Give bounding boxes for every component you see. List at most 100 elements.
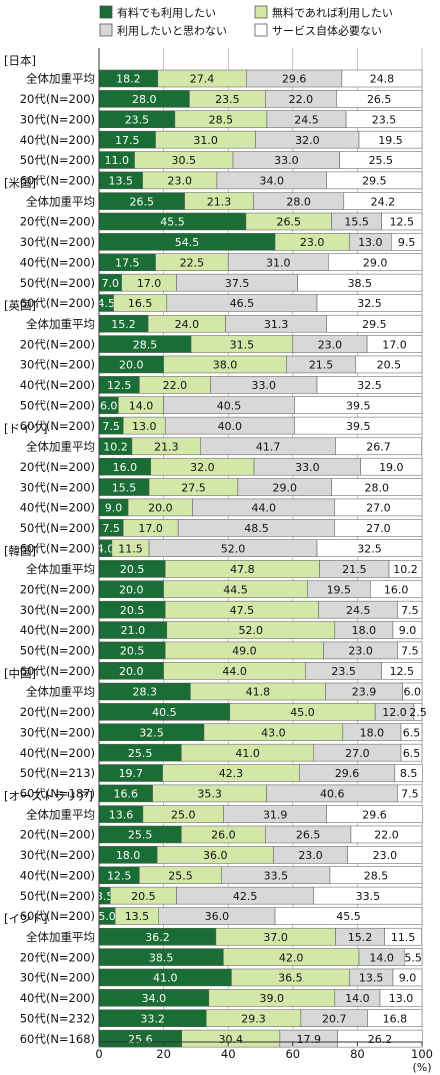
data-label: 34.0 [260, 175, 285, 188]
data-label: 33.0 [251, 379, 276, 392]
data-label: 7.0 [102, 277, 120, 290]
data-label: 13.5 [359, 972, 384, 985]
row-label: 50代(N=232) [20, 1011, 95, 1025]
data-label: 29.6 [282, 73, 307, 86]
row-label: 50代(N=200) [20, 521, 95, 535]
data-label: 12.5 [107, 869, 132, 882]
bar-segment [360, 457, 423, 476]
data-label: 16.6 [114, 788, 139, 801]
data-label: 30.4 [219, 1033, 244, 1046]
data-label: 32.5 [357, 542, 382, 555]
bar-segment [379, 989, 423, 1007]
bar-segment [403, 948, 423, 966]
row-label: 30代(N=200) [20, 112, 95, 126]
data-label: 26.5 [277, 216, 302, 229]
data-label: 32.5 [357, 297, 382, 310]
data-label: 20.5 [131, 890, 156, 903]
data-label: 41.7 [256, 441, 281, 454]
data-label: 31.0 [266, 256, 291, 269]
data-label: 19.0 [379, 461, 404, 474]
data-label: 47.5 [230, 604, 255, 617]
bar-segment [397, 600, 423, 619]
x-tick-label: 20 [156, 1047, 171, 1061]
data-label: 19.5 [327, 583, 352, 596]
legend-label-3: 利用したいと思わない [117, 25, 227, 38]
bar-segment [400, 743, 423, 762]
row-label: 40代(N=200) [20, 501, 95, 515]
bar-segment [334, 498, 423, 517]
bar-segment [337, 1029, 423, 1048]
bar-segment [297, 273, 423, 292]
row-label: 20代(N=200) [20, 337, 95, 351]
row-label: 30代(N=200) [20, 971, 95, 985]
bar-segment [326, 805, 423, 823]
data-label: 10.2 [393, 563, 418, 576]
row-label: 全体加重平均 [26, 930, 95, 944]
data-label: 26.5 [296, 829, 321, 842]
data-label: 27.0 [366, 502, 391, 515]
x-tick-label: 60 [285, 1047, 300, 1061]
bar-segment [335, 437, 422, 456]
row-label: 全体加重平均 [26, 685, 95, 699]
data-label: 23.5 [215, 93, 240, 106]
data-label: 12.5 [390, 665, 415, 678]
group-label-7: [オーストラリア] [4, 789, 93, 803]
row-label: 60代(N=200) [20, 541, 95, 555]
legend-label-2: 無料であれば利用したい [272, 6, 393, 20]
data-label: 18.0 [360, 726, 385, 739]
data-label: 20.5 [377, 359, 402, 372]
data-label: 23.0 [373, 849, 398, 862]
bar-segment [294, 416, 423, 435]
data-label: 17.0 [382, 338, 407, 351]
data-label: 20.5 [120, 645, 145, 658]
data-label: 26.0 [211, 829, 236, 842]
data-label: 16.0 [384, 583, 409, 596]
data-label: 2.5 [409, 706, 427, 719]
data-label: 23.0 [300, 236, 325, 249]
data-label: 21.3 [207, 195, 232, 208]
bar-segment [370, 580, 423, 599]
x-tick-label: 40 [221, 1047, 236, 1061]
data-label: 42.0 [279, 951, 304, 964]
data-label: 8.5 [400, 767, 418, 780]
data-label: 28.5 [133, 338, 158, 351]
group-label-3: [英国] [4, 299, 36, 313]
data-label: 28.0 [365, 481, 390, 494]
bar-segment [366, 335, 423, 353]
bar-segment [397, 641, 423, 660]
data-label: 45.5 [160, 216, 185, 229]
row-label: 30代(N=200) [20, 235, 95, 249]
data-label: 23.9 [352, 686, 377, 699]
data-label: 16.0 [113, 461, 138, 474]
data-label: 41.8 [246, 686, 271, 699]
row-label: 40代(N=200) [20, 378, 95, 392]
data-label: 17.5 [115, 134, 140, 147]
data-label: 17.9 [297, 1033, 322, 1046]
data-label: 9.5 [398, 236, 416, 249]
data-label: 12.5 [390, 216, 415, 229]
row-label: 20代(N=200) [20, 92, 95, 106]
row-label: 20代(N=200) [20, 215, 95, 229]
data-label: 13.0 [358, 236, 383, 249]
bar-segment [326, 314, 423, 333]
data-label: 25.5 [128, 747, 153, 760]
bar-segment [326, 171, 423, 190]
bar-segment [316, 294, 423, 312]
data-label: 26.7 [366, 441, 391, 454]
legend-swatch-4 [254, 23, 268, 37]
data-label: 6.0 [404, 686, 422, 699]
data-label: 29.5 [362, 318, 387, 331]
data-label: 21.0 [121, 624, 146, 637]
row-label: 全体加重平均 [26, 317, 95, 331]
x-tick-label: 100 [411, 1047, 433, 1061]
data-label: 28.3 [132, 686, 157, 699]
row-label: 30代(N=200) [20, 848, 95, 862]
bar-segment [334, 519, 423, 537]
row-label: 60代(N=200) [20, 296, 95, 310]
data-label: 20.0 [119, 583, 144, 596]
data-label: 10.2 [103, 441, 128, 454]
data-label: 11.0 [105, 154, 130, 167]
data-label: 27.5 [181, 481, 206, 494]
data-label: 39.5 [346, 420, 371, 433]
data-label: 28.5 [209, 113, 234, 126]
